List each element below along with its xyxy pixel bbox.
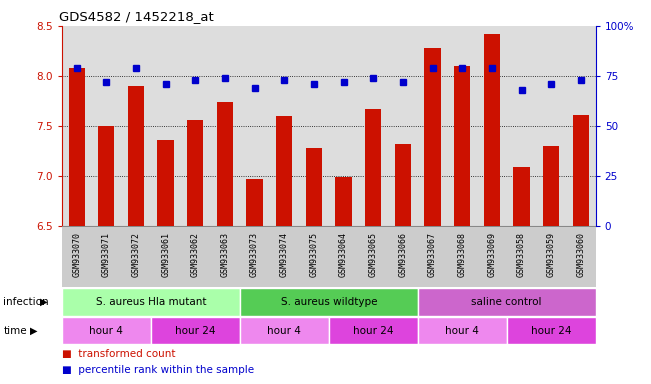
Text: hour 24: hour 24 <box>175 326 215 336</box>
Text: infection: infection <box>3 297 49 307</box>
Text: ▶: ▶ <box>40 297 48 307</box>
Text: GSM933072: GSM933072 <box>132 232 141 277</box>
Text: GSM933059: GSM933059 <box>547 232 556 277</box>
Text: GSM933071: GSM933071 <box>102 232 111 277</box>
Text: hour 4: hour 4 <box>89 326 123 336</box>
Text: ■  percentile rank within the sample: ■ percentile rank within the sample <box>62 365 254 376</box>
Bar <box>306 148 322 226</box>
Text: GSM933058: GSM933058 <box>517 232 526 277</box>
Text: GSM933068: GSM933068 <box>458 232 467 277</box>
Bar <box>128 86 144 226</box>
Text: time: time <box>3 326 27 336</box>
Bar <box>247 179 263 226</box>
Bar <box>240 288 418 316</box>
Text: GSM933073: GSM933073 <box>250 232 259 277</box>
Text: GSM933067: GSM933067 <box>428 232 437 277</box>
Bar <box>454 66 471 226</box>
Bar <box>240 317 329 344</box>
Bar <box>418 317 506 344</box>
Text: hour 24: hour 24 <box>353 326 393 336</box>
Text: S. aureus wildtype: S. aureus wildtype <box>281 297 377 307</box>
Text: GSM933074: GSM933074 <box>280 232 289 277</box>
Bar <box>484 35 500 226</box>
Text: GDS4582 / 1452218_at: GDS4582 / 1452218_at <box>59 10 214 23</box>
Bar <box>187 120 204 226</box>
Text: GSM933065: GSM933065 <box>368 232 378 277</box>
Text: GSM933061: GSM933061 <box>161 232 170 277</box>
Bar <box>62 288 240 316</box>
Bar <box>573 115 589 226</box>
Text: hour 4: hour 4 <box>445 326 479 336</box>
Bar <box>62 317 151 344</box>
Text: saline control: saline control <box>471 297 542 307</box>
Bar <box>158 140 174 226</box>
Text: GSM933069: GSM933069 <box>488 232 496 277</box>
Bar <box>365 109 381 226</box>
Bar <box>329 317 418 344</box>
Text: GSM933066: GSM933066 <box>398 232 408 277</box>
Bar <box>151 317 240 344</box>
Bar <box>543 146 559 226</box>
Bar <box>418 288 596 316</box>
Text: GSM933070: GSM933070 <box>72 232 81 277</box>
Bar <box>514 167 530 226</box>
Text: ▶: ▶ <box>30 326 38 336</box>
Text: GSM933075: GSM933075 <box>309 232 318 277</box>
Text: hour 24: hour 24 <box>531 326 572 336</box>
Text: ■  transformed count: ■ transformed count <box>62 349 175 359</box>
Text: GSM933064: GSM933064 <box>339 232 348 277</box>
Bar <box>506 317 596 344</box>
Bar <box>395 144 411 226</box>
Text: GSM933060: GSM933060 <box>576 232 585 277</box>
Text: GSM933063: GSM933063 <box>221 232 229 277</box>
Bar <box>424 48 441 226</box>
Bar <box>68 68 85 226</box>
Bar <box>335 177 352 226</box>
Bar <box>217 103 233 226</box>
Bar <box>98 126 115 226</box>
Text: hour 4: hour 4 <box>268 326 301 336</box>
Text: S. aureus Hla mutant: S. aureus Hla mutant <box>96 297 206 307</box>
Bar <box>276 116 292 226</box>
Text: GSM933062: GSM933062 <box>191 232 200 277</box>
